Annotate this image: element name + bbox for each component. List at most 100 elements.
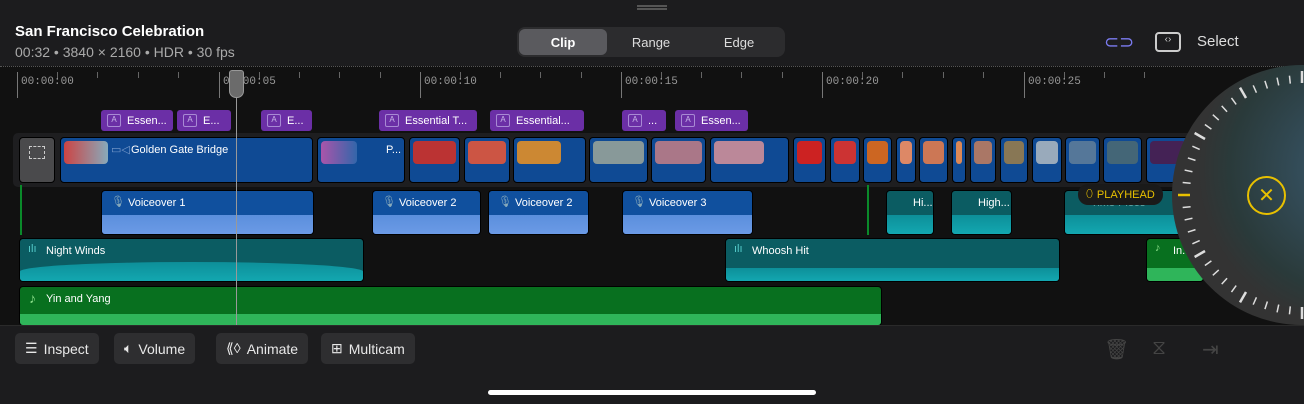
title-clip[interactable]: A... <box>622 110 666 131</box>
video-clip[interactable] <box>1065 137 1100 183</box>
voiceover-clip[interactable]: 🎙 Voiceover 1 <box>101 190 314 235</box>
jog-tick <box>1230 285 1237 293</box>
clip-label: Voiceover 2 <box>399 197 457 209</box>
sfx-clip[interactable]: ılı Whoosh Hit <box>725 238 1060 282</box>
waveform-icon: ılı <box>734 243 743 255</box>
video-clip[interactable] <box>589 137 648 183</box>
jog-wheel-dial <box>1172 65 1304 325</box>
title-icon: A <box>681 114 695 127</box>
project-meta: 00:32 • 3840 × 2160 • HDR • 30 fps <box>15 44 235 60</box>
playhead-handle[interactable] <box>229 70 244 98</box>
waveform <box>373 214 480 234</box>
animate-button[interactable]: ⟪◊ Animate <box>216 333 309 364</box>
detach-icon[interactable]: ⇥ <box>1202 339 1219 361</box>
title-clip[interactable]: A Essential T... <box>379 110 477 131</box>
video-clip[interactable] <box>464 137 510 183</box>
video-clip[interactable] <box>970 137 996 183</box>
video-clip[interactable] <box>952 137 966 183</box>
music-clip[interactable]: ♪ Yin and Yang <box>19 286 882 326</box>
title-clip[interactable]: A E... <box>177 110 231 131</box>
mode-clip[interactable]: Clip <box>519 29 607 55</box>
clip-label: Voiceover 2 <box>515 197 573 209</box>
title-clip[interactable]: A E... <box>261 110 312 131</box>
ruler-label: 00:00:15 <box>625 76 678 88</box>
sfx-clip[interactable]: High... <box>951 190 1012 235</box>
split-icon[interactable]: ⧖ <box>1152 337 1167 359</box>
thumbnail <box>1004 141 1024 164</box>
jog-tick <box>1288 306 1292 315</box>
mode-edge[interactable]: Edge <box>723 34 755 50</box>
skimming-icon[interactable]: ‹› <box>1155 32 1181 52</box>
video-clip[interactable] <box>919 137 948 183</box>
button-label: Inspect <box>43 340 89 357</box>
jog-tick <box>1221 277 1228 285</box>
waveform <box>887 214 933 234</box>
edit-mode-control: Clip Range Edge <box>517 27 785 57</box>
thumbnail <box>517 141 561 164</box>
clip-label: Hi... <box>913 197 933 209</box>
drag-handle[interactable] <box>637 5 667 10</box>
title-clip[interactable]: A Essen... <box>675 110 748 131</box>
select-button[interactable]: Select <box>1197 33 1239 50</box>
video-clip[interactable] <box>710 137 789 183</box>
mode-range[interactable]: Range <box>631 34 671 50</box>
video-clip[interactable] <box>1000 137 1028 183</box>
video-clip[interactable] <box>1032 137 1062 183</box>
thumbnail <box>655 141 702 164</box>
waveform <box>102 214 313 234</box>
keyframe-icon: ⟪◊ <box>226 340 241 356</box>
video-clip[interactable] <box>863 137 892 183</box>
video-clip[interactable] <box>830 137 860 183</box>
voiceover-clip[interactable]: 🎙 Voiceover 2 <box>488 190 589 235</box>
trash-icon[interactable]: 🗑︎ <box>1104 339 1130 361</box>
video-clip[interactable] <box>513 137 586 183</box>
waveform <box>1065 214 1203 234</box>
thumbnail <box>1036 141 1058 164</box>
thumbnail <box>974 141 992 164</box>
clip-label: E... <box>287 114 304 127</box>
project-title: San Francisco Celebration <box>15 23 205 40</box>
waveform <box>20 262 363 281</box>
button-label: Multicam <box>348 340 405 357</box>
video-clip[interactable] <box>1103 137 1142 183</box>
sfx-clip[interactable]: ılı Night Winds <box>19 238 364 282</box>
video-clip[interactable] <box>896 137 916 183</box>
clip-label: High... <box>978 197 1010 209</box>
thumbnail <box>834 141 856 164</box>
thumbnail <box>1069 141 1096 164</box>
waveform <box>1147 268 1203 281</box>
voiceover-clip[interactable]: 🎙 Voiceover 2 <box>372 190 481 235</box>
jog-tick <box>1212 269 1220 276</box>
close-jog-wheel-button[interactable]: ✕ <box>1247 176 1286 215</box>
video-clip[interactable]: P... <box>317 137 405 183</box>
jog-tick <box>1264 80 1269 89</box>
thumbnail <box>1150 141 1186 164</box>
thumbnail <box>797 141 822 164</box>
voiceover-clip[interactable]: 🎙 Voiceover 3 <box>622 190 753 235</box>
title-icon: A <box>107 114 121 127</box>
video-clip[interactable] <box>793 137 826 183</box>
thumbnail <box>714 141 764 164</box>
title-clip[interactable]: A Essential... <box>490 110 584 131</box>
clip-label: Voiceover 3 <box>649 197 707 209</box>
inspector-icon: ☰ <box>25 340 38 356</box>
thumbnail <box>593 141 644 164</box>
playhead-icon: ⬯ <box>1086 188 1093 200</box>
inspect-button[interactable]: ☰ Inspect <box>15 333 99 364</box>
clip-label: Golden Gate Bridge <box>131 144 229 156</box>
home-indicator[interactable] <box>488 390 816 395</box>
title-clip[interactable]: A Essen... <box>101 110 173 131</box>
placeholder-clip[interactable] <box>19 137 55 183</box>
multicam-button[interactable]: ⊞ Multicam <box>321 333 415 364</box>
sfx-clip[interactable]: Hi... <box>886 190 934 235</box>
video-clip[interactable] <box>651 137 706 183</box>
microphone-icon: 🎙 <box>498 196 512 208</box>
title-icon: A <box>267 114 281 127</box>
volume-button[interactable]: 🔈︎ Volume <box>114 333 196 364</box>
snapping-icon[interactable]: ⊂⊃ <box>1104 32 1135 52</box>
playhead[interactable] <box>236 70 237 325</box>
video-clip[interactable] <box>409 137 460 183</box>
video-clip[interactable]: ▭◁ Golden Gate Bridge <box>60 137 313 183</box>
jog-wheel[interactable] <box>1172 65 1304 325</box>
jog-tick <box>1276 304 1280 313</box>
